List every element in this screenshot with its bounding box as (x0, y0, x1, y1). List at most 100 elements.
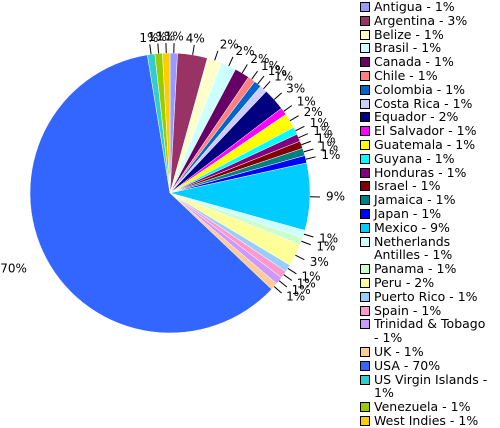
leader-line (295, 125, 305, 132)
data-label: 1% (321, 148, 340, 162)
leader-line (303, 233, 314, 238)
legend-label: Mexico - 9% (374, 219, 450, 235)
legend-item: UK - 1% (360, 345, 498, 359)
leader-line (298, 133, 308, 139)
legend-item: Jamaica - 1% (360, 193, 498, 207)
legend-swatch (360, 70, 370, 81)
legend-item: Spain - 1% (360, 302, 498, 318)
legend-swatch (360, 374, 370, 385)
data-label: 1% (148, 30, 167, 44)
data-label: 1% (268, 64, 287, 78)
legend-item: Netherlands Antilles - 1% (360, 233, 498, 263)
leader-line (287, 267, 297, 275)
legend-swatch (360, 208, 370, 219)
leader-line (228, 56, 234, 67)
legend-swatch (360, 346, 370, 357)
data-label: 9% (326, 190, 345, 204)
data-label: 1% (156, 30, 175, 44)
legend-swatch (360, 43, 370, 54)
legend-swatch (360, 2, 370, 12)
legend-swatch (360, 305, 370, 316)
legend-label: Israel - 1% (374, 178, 441, 194)
data-label: 70% (0, 261, 27, 275)
legend-swatch (360, 195, 370, 206)
leader-line (214, 50, 219, 61)
leader-line (273, 286, 282, 294)
pie-chart: 1% 4% 2%2%2%1%1%1%3%1%2%1%1%1%1%1%9%1%1%3%… (0, 30, 345, 334)
legend-item: Belize - 1% (360, 26, 498, 42)
legend-label: Netherlands Antilles - 1% (374, 233, 453, 263)
data-label: 1% (274, 69, 293, 83)
legend-swatch (360, 236, 370, 247)
legend-swatch (360, 402, 370, 413)
data-label: 1% (316, 239, 335, 253)
leader-line (149, 44, 152, 55)
legend-item: US Virgin Islands - 1% (360, 371, 498, 401)
legend-swatch (360, 139, 370, 150)
legend-swatch (360, 181, 370, 192)
legend-item: Panama - 1% (360, 262, 498, 276)
legend-item: Venezuela - 1% (360, 400, 498, 414)
legend-label: Jamaica - 1% (374, 192, 456, 208)
legend-label: Antigua - 1% (374, 0, 455, 14)
legend-label: Japan - 1% (374, 205, 442, 221)
legend-swatch (360, 264, 370, 275)
data-label: 1% (286, 290, 305, 304)
legend-label: El Salvador - 1% (374, 123, 477, 139)
legend-label: Venezuela - 1% (374, 399, 471, 415)
data-label: 3% (286, 81, 305, 95)
legend-label: Peru - 2% (374, 274, 435, 290)
data-label: 1% (261, 59, 280, 73)
legend-swatch (360, 112, 370, 123)
legend-item: Israel - 1% (360, 179, 498, 193)
legend-label: Chile - 1% (374, 67, 438, 83)
data-label: 1% (139, 31, 158, 45)
legend-swatch (360, 84, 370, 95)
leader-line (301, 140, 311, 146)
data-label: 1% (292, 283, 311, 297)
legend-label: Honduras - 1% (374, 164, 467, 180)
legend-label: Argentina - 3% (374, 12, 468, 28)
legend-label: Equador - 2% (374, 109, 459, 125)
data-label: 2% (250, 52, 269, 66)
pie-slice (162, 52, 171, 194)
data-label: 1% (319, 140, 338, 154)
data-label: 4% (186, 32, 205, 46)
legend-label: US Virgin Islands - 1% (374, 371, 488, 401)
leader-line (295, 254, 305, 261)
legend-item: Argentina - 3% (360, 12, 498, 28)
data-label: 1% (165, 30, 184, 44)
legend-swatch (360, 360, 370, 371)
data-label: 1% (297, 277, 316, 291)
legend-item: Guyana - 1% (360, 151, 498, 166)
data-label: 1% (301, 270, 320, 284)
data-label: 1% (310, 116, 329, 130)
legend-swatch (360, 222, 370, 233)
legend-item: El Salvador - 1% (360, 124, 498, 138)
leader-line (263, 81, 271, 90)
legend-swatch (360, 167, 370, 178)
legend: Antigua - 1% Argentina - 3% Belize - 1% Bra… (360, 0, 498, 428)
legend-label: Belize - 1% (374, 26, 444, 42)
legend-swatch (360, 291, 370, 302)
legend-label: Spain - 1% (374, 302, 442, 318)
pie-slice (29, 54, 272, 334)
leader-line (278, 280, 288, 288)
data-label: 3% (310, 255, 329, 269)
legend-label: Puerto Rico - 1% (374, 288, 478, 304)
legend-item: Brasil - 1% (360, 41, 498, 55)
legend-item: Chile - 1% (360, 69, 498, 83)
legend-item: Equador - 2% (360, 110, 498, 124)
legend-item: USA - 70% (360, 358, 498, 373)
legend-item: Japan - 1% (360, 207, 498, 221)
data-label: 2% (304, 105, 323, 119)
legend-label: Brasil - 1% (374, 40, 442, 56)
leader-line (241, 64, 248, 74)
leader-line (257, 75, 265, 85)
legend-swatch (360, 319, 370, 330)
leader-line (192, 44, 195, 55)
data-label: 1% (297, 94, 316, 108)
data-label: 2% (236, 44, 255, 58)
legend-item: Antigua - 1% (360, 0, 498, 14)
